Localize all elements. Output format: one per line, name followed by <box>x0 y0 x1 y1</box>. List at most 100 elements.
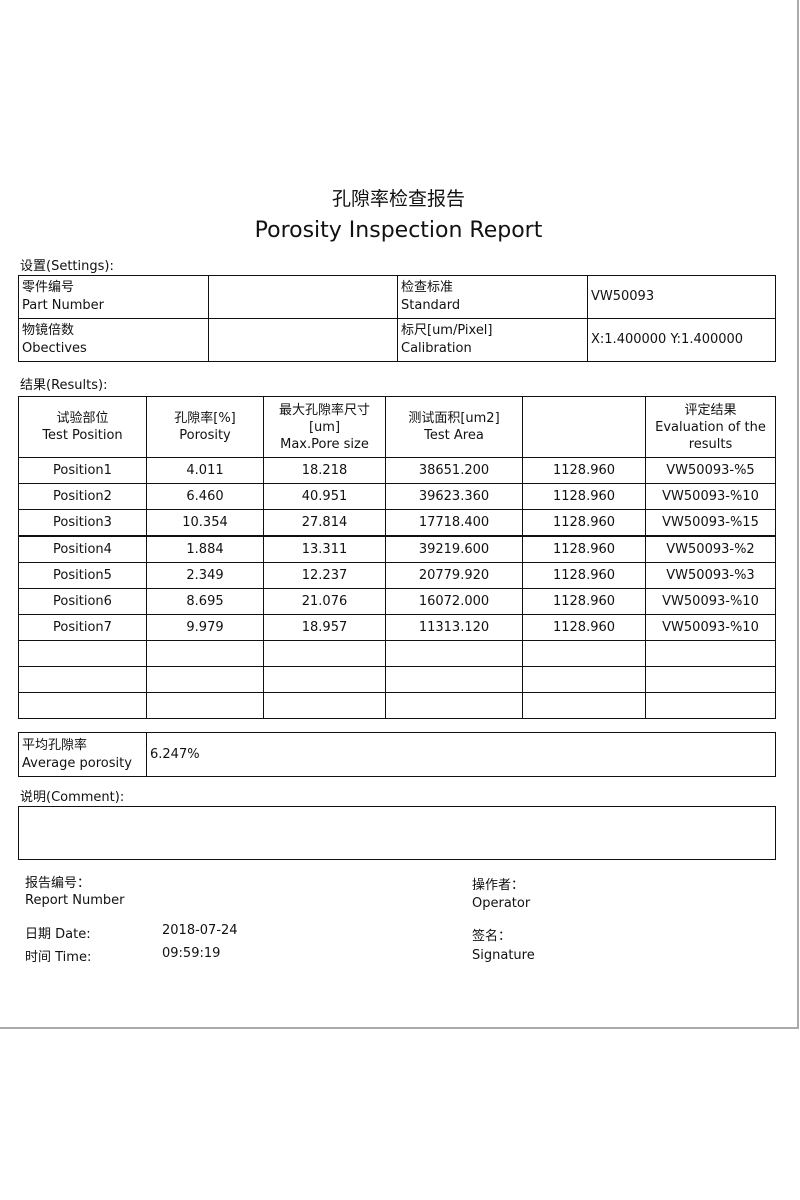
average-table: 平均孔隙率 Average porosity 6.247% <box>18 732 776 777</box>
standard-value: VW50093 <box>587 275 776 319</box>
table-row: Position2 6.460 40.951 39623.360 1128.960 VW5… <box>18 483 776 510</box>
header-test-area: 测试面积[um2] Test Area <box>385 396 523 458</box>
results-header-row: 试验部位 Test Position 孔隙率[%] Porosity 最大孔隙率尺寸… <box>18 396 776 458</box>
table-row <box>18 692 776 719</box>
part-number-value <box>208 275 398 319</box>
cell-evaluation <box>645 692 776 719</box>
cell-porosity <box>146 692 264 719</box>
cell-position <box>18 666 147 693</box>
cell-evaluation: VW50093-%10 <box>645 614 776 641</box>
cell-porosity: 10.354 <box>146 509 264 537</box>
cell-evaluation: VW50093-%2 <box>645 535 776 563</box>
cell-value: 1128.960 <box>522 614 646 641</box>
report-page: 孔隙率检查报告 Porosity Inspection Report 设置(Se… <box>0 0 799 1029</box>
header-evaluation: 评定结果 Evaluation of the results <box>645 396 776 458</box>
cell-position <box>18 640 147 667</box>
cell-max-pore-size: 27.814 <box>263 509 386 537</box>
cell-evaluation <box>645 666 776 693</box>
cell-position: Position1 <box>18 457 147 484</box>
cell-porosity: 4.011 <box>146 457 264 484</box>
cell-porosity: 8.695 <box>146 588 264 615</box>
cell-max-pore-size <box>263 666 386 693</box>
cell-max-pore-size: 13.311 <box>263 535 386 563</box>
cell-position: Position2 <box>18 483 147 510</box>
average-porosity-value: 6.247% <box>146 732 776 777</box>
cell-test-area <box>385 692 523 719</box>
cell-value: 1128.960 <box>522 588 646 615</box>
calibration-label: 标尺[um/Pixel] Calibration <box>397 318 588 362</box>
header-max-pore-size: 最大孔隙率尺寸 [um] Max.Pore size <box>263 396 386 458</box>
time-value: 09:59:19 <box>162 946 221 961</box>
cell-test-area: 39623.360 <box>385 483 523 510</box>
comment-box <box>18 806 776 860</box>
cell-max-pore-size: 40.951 <box>263 483 386 510</box>
time-label: 时间 Time: <box>25 950 92 965</box>
report-number-en: Report Number <box>25 893 125 908</box>
part-number-label: 零件编号 Part Number <box>18 275 209 319</box>
cell-position: Position3 <box>18 509 147 537</box>
cell-evaluation: VW50093-%5 <box>645 457 776 484</box>
operator-en: Operator <box>472 896 531 911</box>
cell-evaluation: VW50093-%10 <box>645 588 776 615</box>
signature-cn: 签名： <box>472 929 512 944</box>
cell-max-pore-size <box>263 692 386 719</box>
title-en: Porosity Inspection Report <box>254 218 543 243</box>
table-row: Position5 2.349 12.237 20779.920 1128.960 VW5… <box>18 562 776 589</box>
average-porosity-label: 平均孔隙率 Average porosity <box>18 732 147 777</box>
settings-table: 零件编号 Part Number 检查标准 Standard VW50093 物镜倍… <box>18 275 776 362</box>
date-label: 日期 Date: <box>25 927 91 942</box>
cell-position: Position5 <box>18 562 147 589</box>
header-porosity: 孔隙率[%] Porosity <box>146 396 264 458</box>
table-row: Position4 1.884 13.311 39219.600 1128.960 VW5… <box>18 535 776 563</box>
header-test-position: 试验部位 Test Position <box>18 396 147 458</box>
cell-porosity: 1.884 <box>146 535 264 563</box>
title-cn: 孔隙率检查报告 <box>331 188 465 210</box>
cell-value <box>522 640 646 667</box>
cell-test-area: 39219.600 <box>385 535 523 563</box>
cell-porosity <box>146 640 264 667</box>
cell-value: 1128.960 <box>522 535 646 563</box>
table-row: Position7 9.979 18.957 11313.120 1128.960 VW5… <box>18 614 776 641</box>
cell-value: 1128.960 <box>522 457 646 484</box>
signature-en: Signature <box>472 948 535 963</box>
cell-value <box>522 692 646 719</box>
cell-porosity <box>146 666 264 693</box>
results-table: 试验部位 Test Position 孔隙率[%] Porosity 最大孔隙率尺寸… <box>18 396 776 719</box>
cell-test-area: 38651.200 <box>385 457 523 484</box>
results-label: 结果(Results): <box>20 378 108 393</box>
table-row <box>18 666 776 693</box>
cell-porosity: 2.349 <box>146 562 264 589</box>
operator-cn: 操作者： <box>472 878 525 893</box>
calibration-value: X:1.400000 Y:1.400000 <box>587 318 776 362</box>
cell-max-pore-size: 18.957 <box>263 614 386 641</box>
standard-label: 检查标准 Standard <box>397 275 588 319</box>
cell-test-area: 16072.000 <box>385 588 523 615</box>
table-row <box>18 640 776 667</box>
cell-evaluation: VW50093-%15 <box>645 509 776 537</box>
objectives-label: 物镜倍数 Obectives <box>18 318 209 362</box>
cell-evaluation <box>645 640 776 667</box>
cell-value: 1128.960 <box>522 562 646 589</box>
header-blank <box>522 396 646 458</box>
cell-max-pore-size <box>263 640 386 667</box>
cell-test-area <box>385 640 523 667</box>
cell-position <box>18 692 147 719</box>
cell-max-pore-size: 12.237 <box>263 562 386 589</box>
cell-position: Position7 <box>18 614 147 641</box>
cell-max-pore-size: 21.076 <box>263 588 386 615</box>
table-row: Position3 10.354 27.814 17718.400 1128.960 VW… <box>18 509 776 537</box>
cell-porosity: 6.460 <box>146 483 264 510</box>
cell-position: Position6 <box>18 588 147 615</box>
comment-label: 说明(Comment): <box>20 790 125 805</box>
cell-test-area <box>385 666 523 693</box>
cell-porosity: 9.979 <box>146 614 264 641</box>
cell-value <box>522 666 646 693</box>
cell-test-area: 20779.920 <box>385 562 523 589</box>
cell-position: Position4 <box>18 535 147 563</box>
cell-max-pore-size: 18.218 <box>263 457 386 484</box>
report-number-cn: 报告编号： <box>25 876 91 891</box>
cell-test-area: 11313.120 <box>385 614 523 641</box>
cell-evaluation: VW50093-%3 <box>645 562 776 589</box>
table-row: Position6 8.695 21.076 16072.000 1128.960 VW5… <box>18 588 776 615</box>
table-row: Position1 4.011 18.218 38651.200 1128.960 VW5… <box>18 457 776 484</box>
